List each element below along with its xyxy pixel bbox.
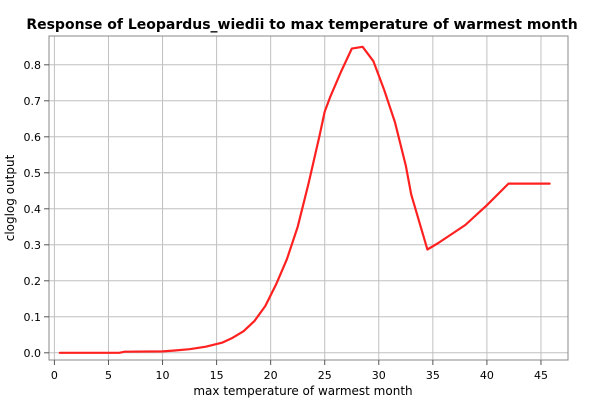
x-tick-label: 0 [51, 369, 58, 382]
y-tick-label: 0.1 [24, 311, 42, 324]
y-tick-label: 0.6 [24, 131, 42, 144]
y-axis-label: cloglog output [3, 154, 17, 241]
x-tick-label: 40 [480, 369, 494, 382]
x-tick-label: 5 [105, 369, 112, 382]
x-axis-ticks: 0 5 10 15 20 25 30 35 40 45 [51, 360, 548, 382]
y-tick-label: 0.0 [24, 347, 42, 360]
x-tick-label: 35 [426, 369, 440, 382]
grid [49, 36, 568, 360]
series-layer [58, 45, 551, 354]
y-tick-label: 0.8 [24, 59, 42, 72]
y-tick-label: 0.4 [24, 203, 42, 216]
response-curve-line [58, 45, 551, 354]
x-axis-label: max temperature of warmest month [193, 384, 412, 398]
x-tick-label: 45 [534, 369, 548, 382]
y-tick-label: 0.3 [24, 239, 42, 252]
x-tick-label: 10 [156, 369, 170, 382]
y-tick-label: 0.5 [24, 167, 42, 180]
x-tick-label: 15 [210, 369, 224, 382]
y-tick-label: 0.7 [24, 95, 42, 108]
plot-area-frame [48, 35, 569, 361]
x-tick-label: 20 [264, 369, 278, 382]
y-tick-label: 0.2 [24, 275, 42, 288]
x-tick-label: 30 [372, 369, 386, 382]
y-axis-ticks: 0.0 0.1 0.2 0.3 0.4 0.5 0.6 0.7 0.8 [24, 59, 49, 360]
x-tick-label: 25 [318, 369, 332, 382]
chart-title: Response of Leopardus_wiedii to max temp… [26, 17, 577, 33]
